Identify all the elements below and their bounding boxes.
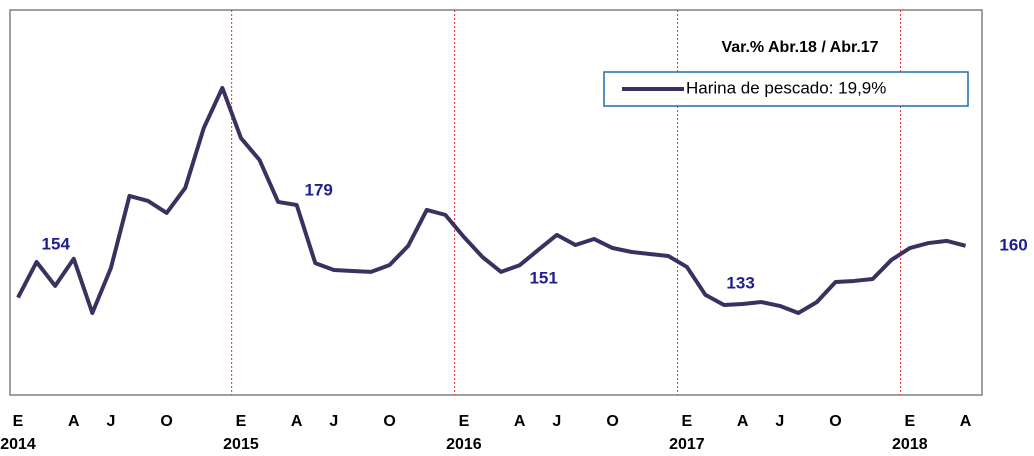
legend-label: Harina de pescado: 19,9% [686,78,886,97]
x-tick-label: E [682,413,693,430]
x-tick-label: A [291,413,303,430]
x-tick-label: A [960,413,972,430]
year-label: 2017 [669,436,705,453]
x-tick-label: A [737,413,749,430]
x-tick-label: J [775,413,784,430]
x-tick-label: J [106,413,115,430]
data-label: 154 [42,234,71,253]
data-label: 160 [999,235,1027,254]
x-tick-label: O [606,413,618,430]
x-tick-label: E [13,413,24,430]
legend-title: Var.% Abr.18 / Abr.17 [721,39,878,56]
x-tick-label: O [829,413,841,430]
data-label: 179 [305,180,333,199]
x-tick-label: O [383,413,395,430]
legend: Var.% Abr.18 / Abr.17 Harina de pescado:… [603,39,969,107]
x-tick-label: E [459,413,470,430]
year-label: 2014 [0,436,36,453]
series-line [16,85,967,316]
x-tick-label: A [514,413,526,430]
x-tick-label: O [160,413,172,430]
x-tick-label: J [552,413,561,430]
year-label: 2018 [892,436,928,453]
x-tick-label: E [905,413,916,430]
plot-area [9,9,983,396]
x-tick-label: E [236,413,247,430]
data-label: 151 [529,269,557,288]
data-label: 133 [726,273,754,292]
year-label: 2015 [223,436,259,453]
x-tick-label: A [68,413,80,430]
x-tick-label: J [329,413,338,430]
year-label: 2016 [446,436,482,453]
